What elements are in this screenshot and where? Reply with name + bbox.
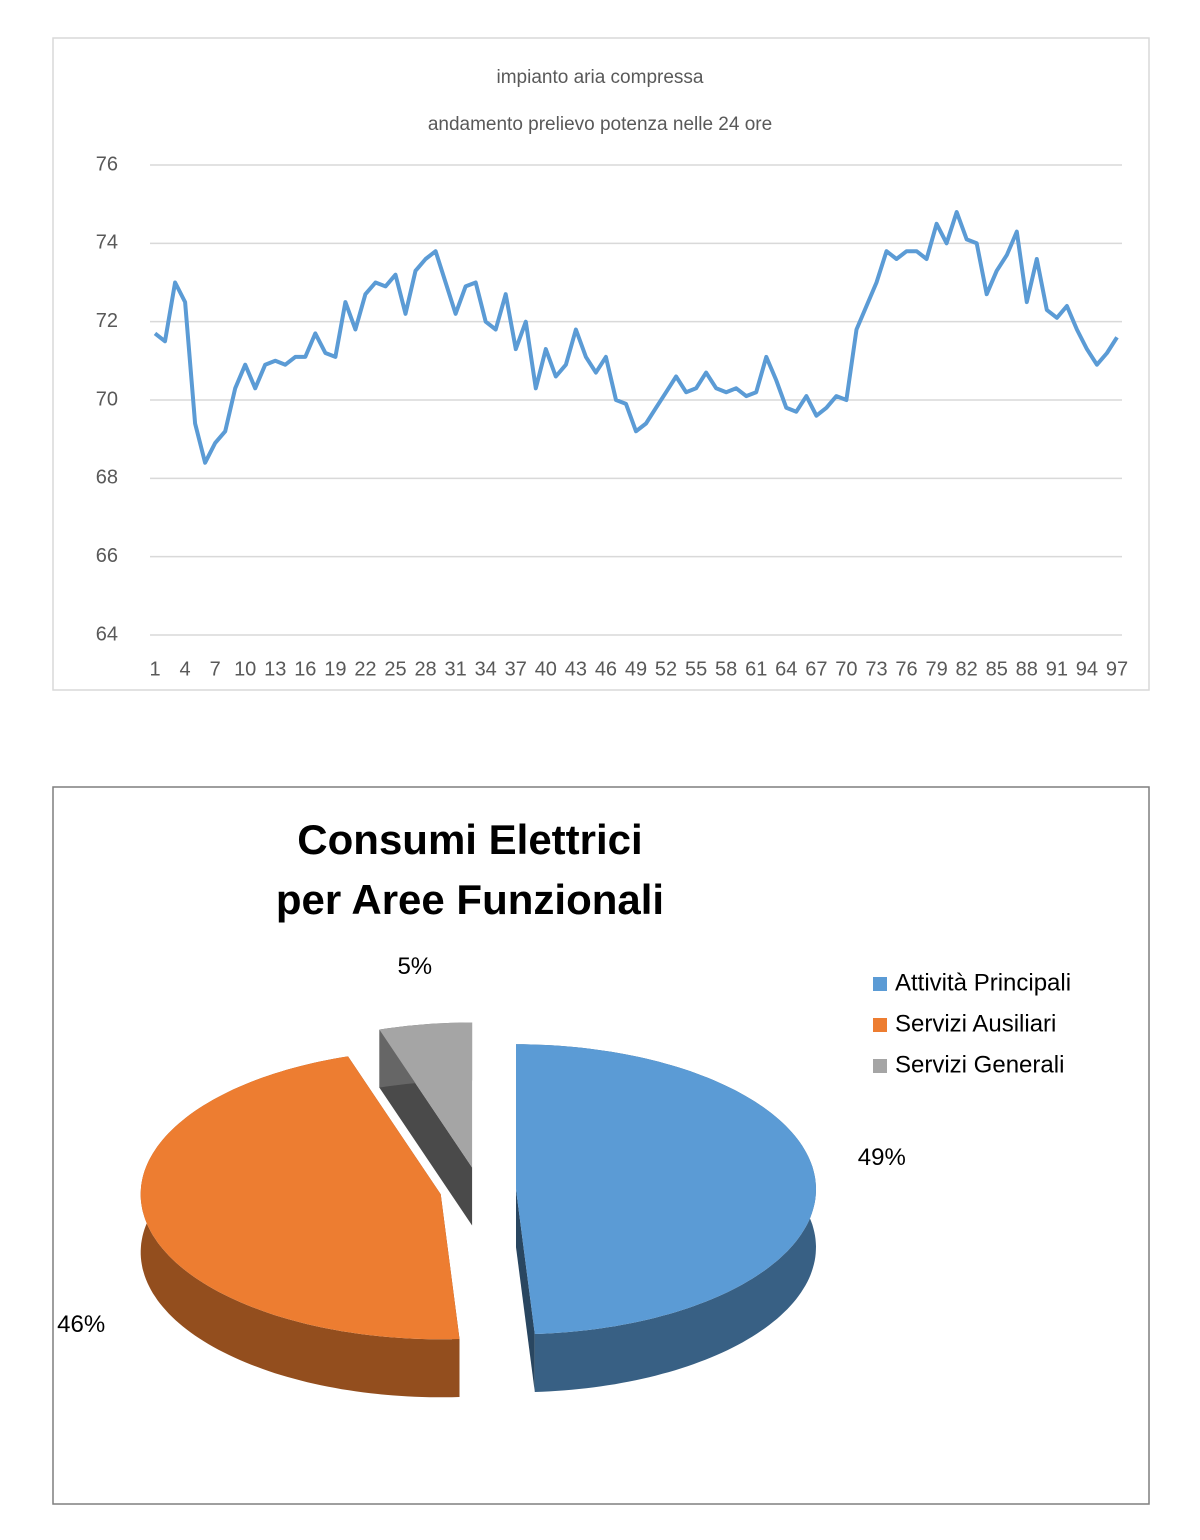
x-tick-label: 58 [715, 658, 737, 680]
x-tick-label: 31 [445, 658, 467, 680]
x-tick-label: 40 [535, 658, 557, 680]
x-tick-label: 34 [475, 658, 497, 680]
x-tick-label: 94 [1076, 658, 1098, 680]
data-label: 49% [858, 1144, 906, 1171]
data-line [153, 210, 1119, 465]
slice [379, 1022, 473, 1168]
x-tick-label: 67 [805, 658, 827, 680]
x-tick-label: 76 [895, 658, 917, 680]
x-tick-label: 7 [210, 658, 221, 680]
x-tick-label: 22 [354, 658, 376, 680]
x-tick-label: 88 [1016, 658, 1038, 680]
chart-subtitle: andamento prelievo potenza nelle 24 ore [428, 114, 772, 135]
x-tick-label: 79 [925, 658, 947, 680]
x-tick-label: 91 [1046, 658, 1068, 680]
x-tick-label: 1 [149, 658, 160, 680]
pie-title: Consumi Elettrici [297, 816, 642, 863]
x-tick-label: 16 [294, 658, 316, 680]
legend-swatch [873, 977, 887, 991]
x-tick-label: 25 [384, 658, 406, 680]
x-tick-label: 28 [414, 658, 436, 680]
data-label: 5% [397, 953, 432, 980]
x-tick-label: 43 [565, 658, 587, 680]
x-tick-label: 13 [264, 658, 286, 680]
x-tick-label: 61 [745, 658, 767, 680]
pie-title: per Aree Funzionali [276, 876, 664, 923]
y-tick-label: 66 [96, 545, 118, 567]
x-tick-label: 55 [685, 658, 707, 680]
y-tick-label: 76 [96, 153, 118, 175]
x-tick-label: 46 [595, 658, 617, 680]
legend-swatch [873, 1018, 887, 1032]
legend-label: Servizi Ausiliari [895, 1010, 1056, 1037]
x-tick-label: 19 [324, 658, 346, 680]
legend-label: Servizi Generali [895, 1051, 1064, 1078]
chart-title: impianto aria compressa [497, 67, 704, 88]
legend-label: Attività Principali [895, 969, 1071, 996]
x-tick-label: 37 [505, 658, 527, 680]
x-tick-label: 82 [956, 658, 978, 680]
slice-side [516, 1189, 535, 1392]
x-tick-label: 73 [865, 658, 887, 680]
x-tick-label: 10 [234, 658, 256, 680]
slice [516, 1044, 816, 1334]
slice [140, 1056, 460, 1340]
y-tick-label: 74 [96, 232, 118, 254]
x-tick-label: 97 [1106, 658, 1128, 680]
x-tick-label: 85 [986, 658, 1008, 680]
x-tick-label: 70 [835, 658, 857, 680]
legend-swatch [873, 1059, 887, 1073]
y-tick-label: 70 [96, 388, 118, 410]
x-tick-label: 64 [775, 658, 797, 680]
data-label: 46% [57, 1311, 105, 1338]
y-tick-label: 72 [96, 310, 118, 332]
y-tick-label: 64 [96, 623, 118, 645]
x-tick-label: 52 [655, 658, 677, 680]
x-tick-label: 4 [180, 658, 191, 680]
y-tick-label: 68 [96, 467, 118, 489]
x-tick-label: 49 [625, 658, 647, 680]
